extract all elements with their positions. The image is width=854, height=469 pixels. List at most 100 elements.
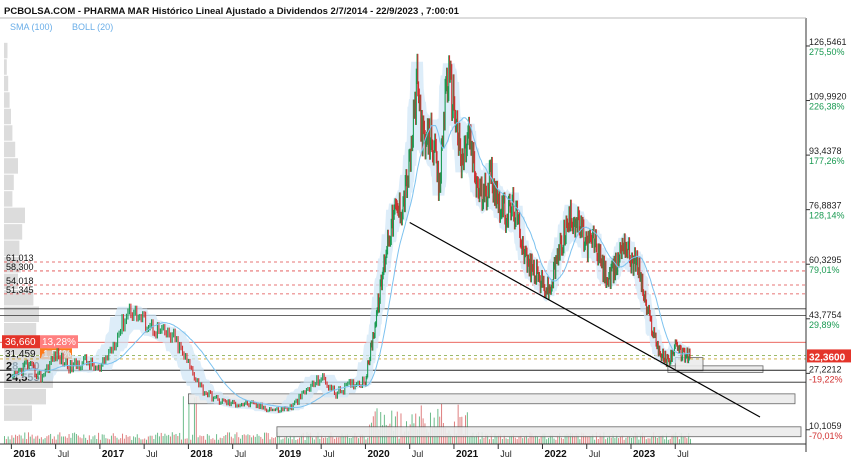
volume-bar [682,436,684,444]
volume-bar [149,435,151,444]
volume-bar [559,433,561,444]
volume-bar [319,438,321,444]
volume-bar [271,437,273,444]
volume-bar [584,435,586,444]
volume-bar [92,436,94,444]
volume-bar [164,433,166,444]
volume-bar [680,433,682,444]
volume-bar [645,439,647,444]
volume-bar [289,434,291,444]
volume-bar [607,437,609,444]
volume-bar [361,434,363,444]
volume-profile-bar [4,75,9,92]
volume-bar [673,434,675,444]
volume-bar [533,436,535,444]
volume-bar [583,433,585,444]
volume-bar [155,434,157,444]
volume-bar [20,435,22,444]
volume-bar [688,432,690,444]
volume-bar [210,439,212,444]
volume-bar [98,432,100,444]
volume-bar [177,435,179,444]
y-tick-percent: 177,26% [809,156,845,166]
legend-sma: SMA (100) [10,22,53,32]
volume-bar [201,436,203,444]
volume-bar [343,435,345,444]
volume-bar [512,433,514,444]
volume-bar [74,432,76,444]
volume-bar [498,434,500,444]
volume-bar [315,437,317,444]
volume-bar [147,436,149,444]
volume-bar [428,432,430,444]
volume-bar [669,438,671,444]
volume-bar [518,436,520,444]
volume-bar [500,434,502,444]
volume-bar [562,438,564,444]
x-tick-label: 2020 [367,449,390,460]
volume-bar [549,434,551,444]
volume-profile-bar [4,59,7,75]
volume-bar [240,438,242,444]
volume-bar [610,437,612,444]
x-tick-label: Jul [412,449,424,459]
volume-bar [199,435,201,444]
y-tick-value: 10,1059 [809,421,842,431]
volume-bar [638,439,640,444]
volume-bar [568,434,570,444]
volume-bar [310,432,312,444]
volume-bar [186,438,188,444]
volume-bar [109,439,111,444]
volume-bar [169,436,171,444]
volume-bar [230,436,232,444]
volume-bar [529,432,531,444]
volume-bar [184,438,186,444]
volume-bar [573,435,575,444]
volume-bar [107,438,109,444]
volume-profile-bar [4,92,10,108]
volume-bar [625,437,627,444]
volume-bar [651,435,653,444]
volume-bar [127,436,129,444]
bollinger-band [11,61,690,414]
volume-bar [4,436,5,444]
volume-bar [616,434,618,444]
volume-bar [571,433,573,444]
volume-bar [129,436,131,444]
volume-bar [24,432,26,444]
volume-bar [546,439,548,444]
y-tick-percent: 29,89% [809,320,840,330]
volume-bar [531,433,533,444]
volume-bar [540,435,542,444]
volume-bar [13,437,15,444]
volume-bar [599,433,601,444]
volume-bar [53,436,55,444]
volume-bar [588,436,590,444]
volume-bar [642,432,644,444]
volume-bar [125,435,127,444]
volume-bar [162,436,164,444]
volume-bar [302,433,304,444]
volume-bar [634,432,636,444]
x-tick-label: 2023 [633,449,656,460]
volume-bar [190,439,192,444]
volume-bar [507,439,509,444]
volume-bar [50,433,52,444]
volume-bar [627,436,629,444]
volume-bar [249,435,251,444]
volume-profile-bar [4,388,46,405]
volume-bar [11,435,13,444]
volume-bar [142,439,144,444]
volume-bar [304,439,306,444]
x-tick-label: Jul [323,449,335,459]
range-box [188,393,796,405]
volume-bar [623,439,625,444]
volume-bar [586,436,588,444]
volume-bar [70,437,72,444]
volume-bar [68,434,70,444]
volume-bar [477,432,479,444]
volume-profile-bar [4,224,23,240]
volume-bar [630,437,632,444]
volume-bar [520,435,522,444]
volume-bar [35,436,37,444]
